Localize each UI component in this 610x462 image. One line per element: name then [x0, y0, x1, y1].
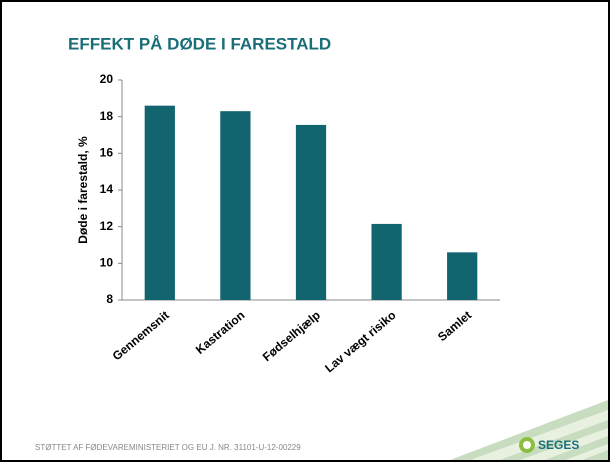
y-tick-label: 18 [100, 109, 114, 123]
y-axis-label: Døde i farestald, % [76, 136, 90, 244]
y-tick-label: 14 [100, 182, 114, 196]
footer: STØTTET AF FØDEVAREMINISTERIET OG EU J. … [35, 443, 301, 452]
chart-title: EFFEKT PÅ DØDE I FARESTALD [68, 34, 331, 53]
bar [371, 223, 402, 300]
logo-icon-inner [523, 441, 531, 449]
bar [220, 111, 251, 301]
bar [295, 124, 327, 301]
bar [447, 252, 478, 300]
y-tick-label: 20 [100, 72, 114, 86]
y-tick-label: 10 [100, 256, 114, 270]
decor-stripes [450, 400, 608, 460]
y-tick-label: 12 [100, 219, 114, 233]
logo-text: SEGES [538, 438, 579, 452]
y-tick-label: 8 [106, 292, 113, 306]
bar [144, 105, 175, 301]
y-tick-label: 16 [100, 146, 114, 160]
